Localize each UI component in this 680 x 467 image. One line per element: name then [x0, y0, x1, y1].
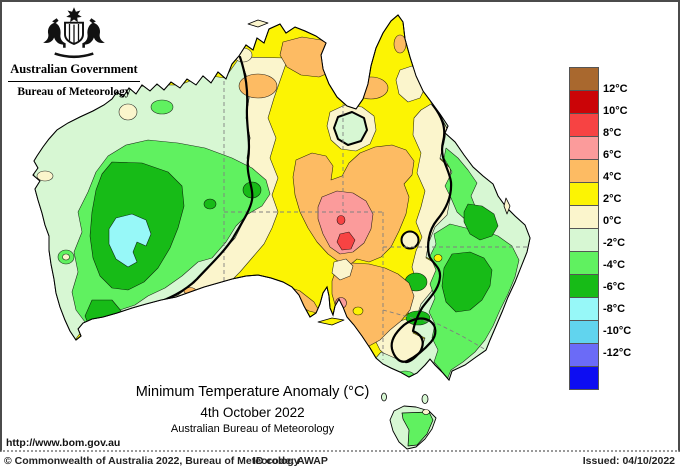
legend-swatch: [569, 274, 599, 298]
tasmania: [389, 405, 437, 450]
coat-of-arms-icon: [43, 7, 105, 59]
temperature-legend: 12°C 10°C 8°C 6°C 4°C 2°C 0°C -2°C -4°C …: [569, 67, 679, 390]
australian-government-label: Australian Government: [8, 62, 140, 82]
title-block: Minimum Temperature Anomaly (°C) 4th Oct…: [90, 384, 415, 435]
region-pink-centre: [317, 190, 374, 255]
legend-swatch: [569, 366, 599, 390]
tasmania-cream-spot: [422, 409, 430, 415]
region-yellow-dot: [433, 254, 443, 262]
islands: [247, 19, 511, 404]
legend-swatch: [569, 320, 599, 344]
state-borders: [223, 74, 529, 360]
legend-label: -12°C: [603, 347, 632, 359]
map-date: 4th October 2022: [200, 405, 305, 420]
legend-swatch: [569, 67, 599, 91]
legend-swatch: [569, 182, 599, 206]
legend-label: 2°C: [603, 193, 622, 205]
map-title: Minimum Temperature Anomaly (°C): [135, 384, 370, 400]
region-darkgreen-spot: [203, 198, 217, 210]
region-yellow-hole-sa: [352, 306, 364, 316]
kangaroo-island: [317, 317, 345, 326]
region-cream-ring-hole: [400, 230, 420, 250]
legend-swatch: [569, 251, 599, 275]
bom-url-label: http://www.bom.gov.au: [6, 437, 121, 449]
melville-island: [247, 19, 269, 28]
legend-swatch: [569, 228, 599, 252]
copyright-label: © Commonwealth of Australia 2022, Bureau…: [4, 455, 300, 467]
map-org: Australian Bureau of Meteorology: [170, 423, 335, 435]
legend-swatch: [569, 297, 599, 321]
region-darkgreen-nsw: [441, 251, 493, 313]
tasmania-core: [401, 411, 434, 447]
legend-label: -6°C: [603, 281, 626, 293]
legend-label: 12°C: [603, 83, 628, 95]
legend-label: 8°C: [603, 127, 622, 139]
bureau-of-meteorology-label: Bureau of Meteorology: [17, 86, 131, 98]
legend-swatch: [569, 113, 599, 137]
header-block: Australian Government Bureau of Meteorol…: [8, 6, 140, 98]
region-cream-dot: [62, 253, 70, 261]
region-cream-centre: [331, 258, 354, 281]
region-cream-coast: [118, 103, 138, 121]
legend-label: -2°C: [603, 237, 626, 249]
legend-label: 10°C: [603, 105, 628, 117]
issued-label: Issued: 04/10/2022: [582, 455, 675, 467]
region-darkgreen-qld-coast: [463, 203, 499, 241]
region-cream-coast: [36, 170, 54, 182]
zero-contours: [148, 55, 453, 364]
legend-swatch: [569, 205, 599, 229]
legend-label: 6°C: [603, 149, 622, 161]
legend-label: -10°C: [603, 325, 632, 337]
mainland-coastline: [32, 14, 531, 381]
region-cyan-core: [108, 213, 152, 268]
legend-swatch: [569, 136, 599, 160]
legend-label: -8°C: [603, 303, 626, 315]
fraser-island: [503, 197, 511, 215]
region-lightgreen-spot: [150, 99, 174, 115]
legend-label: 0°C: [603, 215, 622, 227]
legend-label: -4°C: [603, 259, 626, 271]
legend-swatch: [569, 343, 599, 367]
legend-swatch: [569, 90, 599, 114]
region-red-spot: [336, 215, 346, 225]
legend-label: 4°C: [603, 171, 622, 183]
anomaly-regions: [33, 15, 530, 380]
legend-swatch: [569, 159, 599, 183]
id-code-label: ID code: AWAP: [253, 455, 328, 467]
map-frame: [0, 0, 680, 452]
region-orange-vrd: [238, 73, 278, 99]
region-red-blob: [336, 231, 356, 251]
flinders-island: [421, 394, 429, 404]
region-palegreen-gulf: [333, 111, 368, 146]
king-island: [381, 392, 387, 402]
